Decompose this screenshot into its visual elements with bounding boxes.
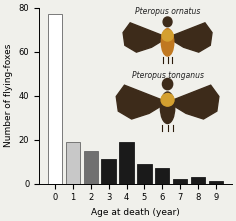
Y-axis label: Number of flying-foxes: Number of flying-foxes bbox=[4, 44, 13, 147]
Bar bbox=[137, 164, 152, 184]
Ellipse shape bbox=[162, 30, 173, 41]
Text: Pteropus ornatus: Pteropus ornatus bbox=[135, 8, 200, 16]
Bar bbox=[66, 142, 80, 184]
Bar bbox=[209, 181, 223, 184]
Ellipse shape bbox=[161, 93, 174, 106]
Bar bbox=[101, 159, 116, 184]
Polygon shape bbox=[168, 85, 219, 119]
Text: Pteropus tonganus: Pteropus tonganus bbox=[131, 70, 204, 80]
X-axis label: Age at death (year): Age at death (year) bbox=[91, 208, 180, 217]
Bar bbox=[84, 151, 98, 184]
Polygon shape bbox=[168, 23, 212, 52]
Bar bbox=[155, 168, 169, 184]
Bar bbox=[48, 14, 62, 184]
Bar bbox=[119, 142, 134, 184]
Bar bbox=[173, 179, 187, 184]
Bar bbox=[191, 177, 205, 184]
Polygon shape bbox=[116, 85, 168, 119]
Ellipse shape bbox=[163, 17, 172, 27]
Polygon shape bbox=[123, 23, 168, 52]
Ellipse shape bbox=[161, 29, 174, 56]
Ellipse shape bbox=[162, 78, 173, 90]
Ellipse shape bbox=[160, 92, 175, 124]
